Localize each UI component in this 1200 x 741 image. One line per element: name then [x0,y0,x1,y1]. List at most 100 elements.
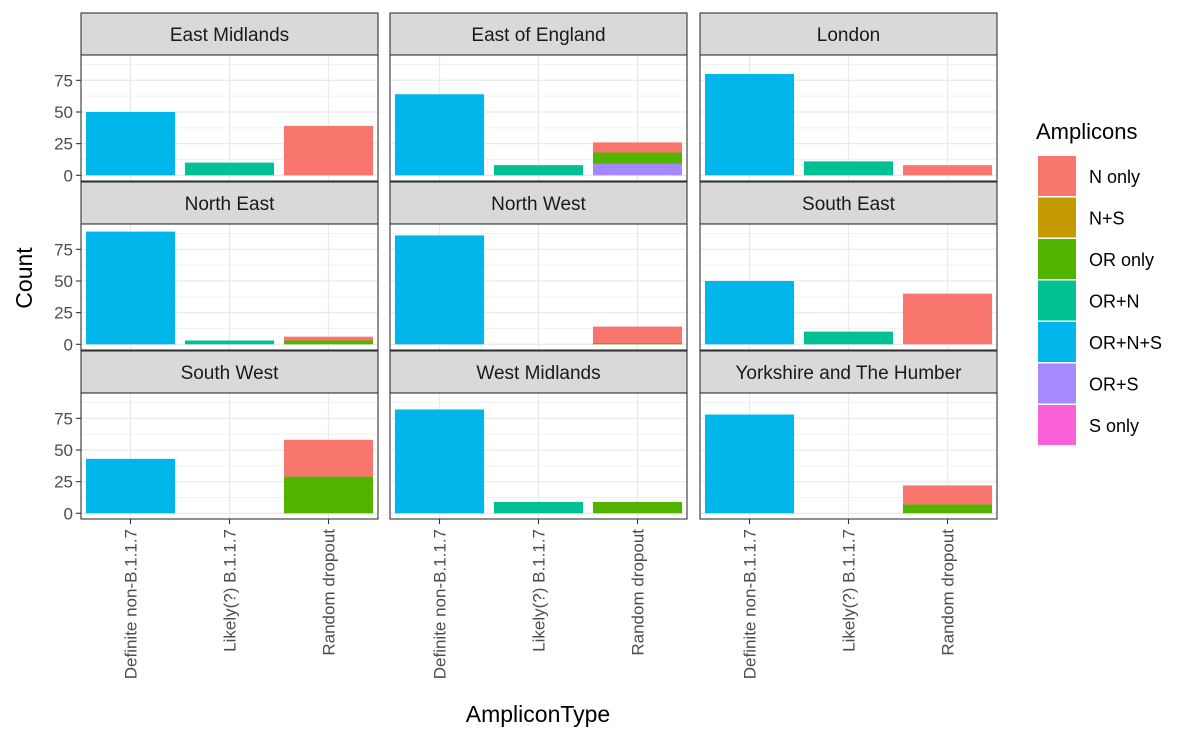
bar-segment [283,336,374,341]
legend-label: OR+N+S [1089,333,1162,353]
bar-segment [902,293,993,345]
facet-strip [389,181,688,225]
facet-strip [80,12,379,56]
legend-key [1038,239,1076,279]
y-axis-title: Count [11,247,37,309]
x-tick-label: Likely(?) B.1.1.7 [221,529,240,652]
x-tick-label: Random dropout [320,529,339,656]
facet-strip [80,181,379,225]
x-tick-label: Likely(?) B.1.1.7 [840,529,859,652]
bar-segment [394,409,485,514]
panel-border [389,223,688,351]
y-tick-label: 25 [54,304,73,323]
y-tick-label: 25 [54,135,73,154]
facet-strip [699,181,998,225]
bar-segment [283,439,374,477]
bar-segment [902,165,993,176]
facet-panels: East Midlands East of England London North … [80,12,998,520]
facet-title: South East [802,194,896,215]
facet-title: Yorkshire and The Humber [735,363,962,384]
bar-segment [902,504,993,514]
facet-panel: North East [80,181,379,351]
bar-segment [592,163,683,176]
x-axes: Definite non-B.1.1.7 Likely(?) B.1.1.7 Ran… [122,519,958,679]
legend-key [1038,363,1076,404]
bar-segment [803,161,894,176]
legend-label: OR+N [1089,291,1140,311]
y-tick-label: 0 [64,166,73,185]
facet-title: North West [491,194,586,215]
legend-label: N+S [1089,208,1125,228]
panel-border [699,54,998,182]
legend-key [1038,280,1076,321]
legend-key [1038,197,1076,238]
bar-segment [704,414,795,514]
x-tick-label: Definite non-B.1.1.7 [431,529,450,679]
x-tick-label: Likely(?) B.1.1.7 [530,529,549,652]
legend-key [1038,322,1076,362]
panel-border [80,54,379,182]
bar-segment [184,340,275,345]
facet-panel: East of England [389,12,688,182]
bar-segment [283,476,374,514]
legend-label: OR only [1089,250,1154,270]
bar-segment [394,94,485,176]
x-tick-label: Definite non-B.1.1.7 [741,529,760,679]
y-tick-label: 75 [54,71,73,90]
facet-panel: East Midlands [80,12,379,182]
legend-label: N only [1089,167,1140,187]
facet-strip [80,350,379,394]
bar-segment [283,125,374,176]
bar-segment [592,152,683,164]
bar-segment [283,340,374,345]
bar-segment [902,485,993,505]
facet-title: North East [185,194,275,215]
facet-strip [389,12,688,56]
bar-segment [85,458,176,514]
facet-panel: South West [80,350,379,520]
y-tick-label: 75 [54,409,73,428]
bar-segment [704,280,795,345]
legend-key [1038,156,1076,196]
bar-segment [85,231,176,345]
panel-border [80,223,379,351]
facet-title: London [817,25,880,46]
x-tick-label: Random dropout [629,529,648,656]
bar-segment [394,235,485,345]
y-tick-label: 50 [54,441,73,460]
facet-title: East Midlands [170,25,289,46]
y-axes: 0 25 50 75 0 25 50 75 0 25 50 75 [54,71,81,523]
bar-segment [704,73,795,176]
facet-panel: London [699,12,998,182]
y-tick-label: 50 [54,272,73,291]
legend-title: Amplicons [1036,119,1137,144]
bar-segment [85,111,176,176]
y-tick-label: 25 [54,473,73,492]
bar-segment [592,326,683,344]
legend-label: OR+S [1089,374,1139,394]
facet-title: South West [181,363,280,384]
bar-segment [493,165,584,176]
panel-border [389,54,688,182]
y-tick-label: 75 [54,240,73,259]
panel-border [699,223,998,351]
facet-panel: Yorkshire and The Humber [699,350,998,520]
legend: Amplicons N only N+S OR only OR+N OR+N+S OR+S… [1036,119,1162,445]
y-tick-label: 0 [64,504,73,523]
facet-panel: West Midlands [389,350,688,520]
bar-segment [592,343,683,345]
x-axis-title: AmpliconType [466,701,610,727]
bar-segment [592,142,683,153]
bar-segment [184,162,275,176]
bar-segment [493,501,584,514]
y-tick-label: 0 [64,335,73,354]
facet-title: West Midlands [476,363,600,384]
bar-segment [803,331,894,345]
legend-key [1038,405,1076,445]
x-tick-label: Definite non-B.1.1.7 [122,529,141,679]
facet-strip [699,12,998,56]
facet-panel: South East [699,181,998,351]
facet-panel: North West [389,181,688,351]
y-tick-label: 50 [54,103,73,122]
x-tick-label: Random dropout [939,529,958,656]
